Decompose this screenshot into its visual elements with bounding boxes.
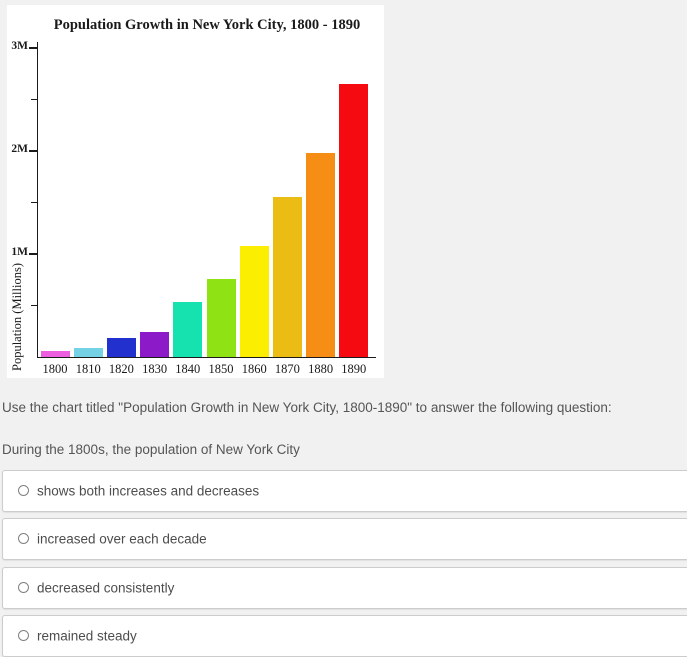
y-axis-title: Population (Millions) — [10, 263, 24, 371]
option-label: decreased consistently — [37, 580, 175, 596]
minor-tick-1.5M — [31, 201, 38, 204]
x-tick-label-1890: 1890 — [341, 362, 367, 376]
x-tick-label-1870: 1870 — [274, 362, 300, 376]
radio-button-icon[interactable] — [18, 629, 29, 641]
radio-button-icon[interactable] — [18, 532, 29, 544]
major-tick-1M — [29, 253, 38, 255]
population-chart: Population Growth in New York City, 1800… — [7, 5, 384, 378]
x-tick-label-1800: 1800 — [42, 362, 68, 376]
answer-option-4[interactable]: remained steady — [2, 615, 687, 657]
bar-1810 — [73, 348, 103, 357]
radio-button-icon[interactable] — [18, 484, 29, 496]
option-label: shows both increases and decreases — [37, 483, 260, 499]
radio-button-icon[interactable] — [18, 581, 29, 593]
minor-tick-2.5M — [31, 98, 38, 101]
x-tick-label-1850: 1850 — [208, 362, 234, 376]
question-instruction: Use the chart titled "Population Growth … — [2, 400, 612, 415]
option-label: increased over each decade — [37, 531, 207, 547]
x-tick-label-1880: 1880 — [308, 362, 334, 376]
answer-option-1[interactable]: shows both increases and decreases — [2, 470, 687, 512]
bar-1830 — [140, 332, 170, 357]
y-tick-label-3M: 3M — [11, 40, 28, 52]
bar-1860 — [239, 246, 269, 357]
bar-1890 — [339, 84, 369, 357]
bar-1840 — [173, 302, 203, 357]
y-tick-label-2M: 2M — [11, 143, 28, 155]
x-tick-label-1860: 1860 — [241, 362, 267, 376]
chart-title: Population Growth in New York City, 1800… — [53, 17, 361, 33]
question-prompt: During the 1800s, the population of New … — [2, 442, 300, 457]
answer-option-2[interactable]: increased over each decade — [2, 518, 687, 560]
x-tick-label-1820: 1820 — [108, 362, 134, 376]
bar-1870 — [272, 197, 302, 357]
minor-tick-0.5M — [31, 304, 38, 307]
major-tick-2M — [29, 150, 38, 152]
major-tick-3M — [29, 47, 38, 49]
bar-1800 — [40, 351, 70, 357]
bar-1880 — [306, 153, 336, 357]
plot-area: 1800 1810 1820 1830 1840 1850 1860 1870 1880 1890… — [11, 40, 376, 376]
bar-1820 — [106, 338, 136, 357]
x-tick-label-1840: 1840 — [175, 362, 201, 376]
answer-option-3[interactable]: decreased consistently — [2, 567, 687, 609]
option-label: remained steady — [37, 628, 137, 644]
x-tick-label-1830: 1830 — [142, 362, 168, 376]
y-tick-label-1M: 1M — [11, 246, 28, 258]
x-tick-label-1810: 1810 — [75, 362, 101, 376]
bar-1850 — [206, 279, 236, 357]
